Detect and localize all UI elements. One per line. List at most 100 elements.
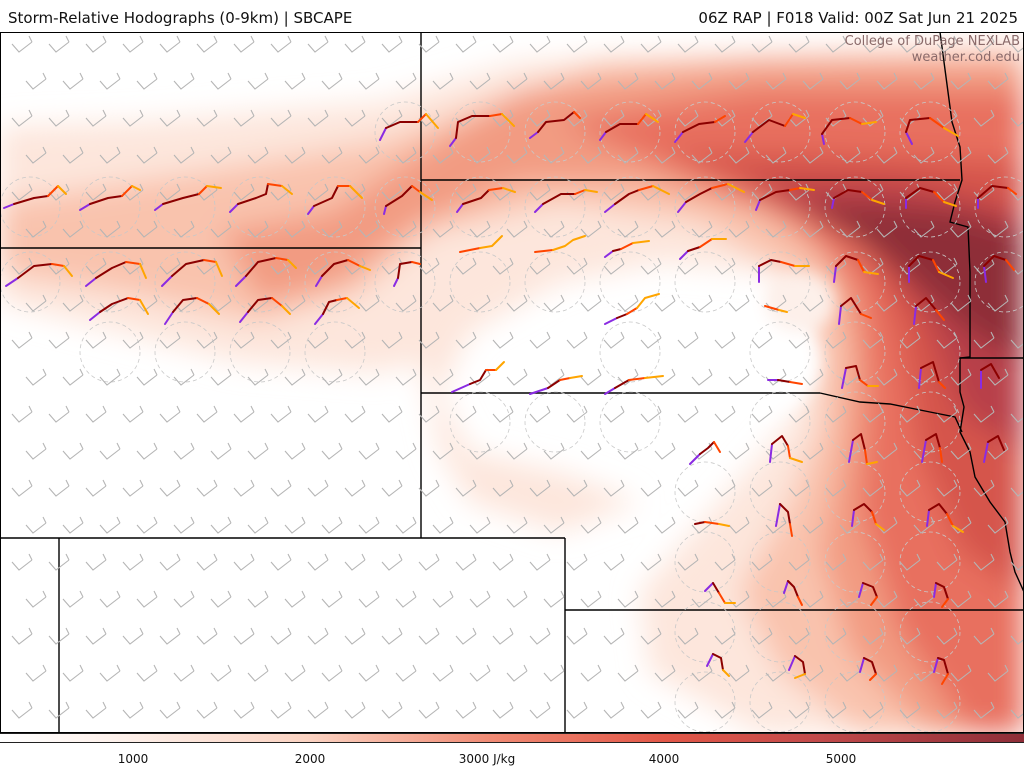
wind-barb	[173, 590, 195, 608]
wind-barb	[136, 368, 158, 386]
wind-barb	[899, 479, 921, 497]
wind-barb	[381, 479, 403, 497]
wind-barb	[48, 405, 70, 423]
wind-barb	[1010, 339, 1024, 349]
wind-barb	[196, 35, 218, 53]
wind-barb	[566, 627, 588, 645]
wind-barb	[566, 331, 588, 349]
wind-barb	[455, 479, 477, 497]
wind-barb	[196, 405, 218, 423]
wind-barb	[321, 72, 343, 90]
wind-barb	[233, 627, 255, 645]
wind-barb	[543, 664, 565, 682]
wind-barb	[566, 35, 588, 53]
wind-barb	[691, 368, 713, 386]
wind-barb	[802, 368, 824, 386]
wind-barb	[344, 183, 366, 201]
wind-barb	[11, 479, 33, 497]
wind-barb	[617, 294, 639, 312]
wind-barb	[25, 442, 47, 460]
wind-barb	[603, 553, 625, 571]
colorbar-label-4000: 4000	[648, 752, 680, 766]
wind-barb	[825, 35, 847, 53]
wind-barb	[529, 479, 551, 497]
wind-barb	[159, 701, 181, 719]
wind-barb	[677, 257, 699, 275]
wind-barb	[825, 701, 847, 719]
wind-barb	[973, 627, 995, 645]
wind-barb	[728, 368, 750, 386]
wind-barb	[233, 183, 255, 201]
wind-barb	[381, 35, 403, 53]
wind-barb	[677, 701, 699, 719]
wind-barb	[802, 146, 824, 164]
wind-barb	[973, 109, 995, 127]
wind-barb	[728, 442, 750, 460]
wind-barb	[159, 35, 181, 53]
wind-barb	[344, 627, 366, 645]
wind-barb	[714, 553, 736, 571]
wind-barb	[973, 35, 995, 53]
wind-barb	[714, 627, 736, 645]
wind-barb	[173, 146, 195, 164]
wind-barb	[580, 146, 602, 164]
wind-barb	[899, 701, 921, 719]
wind-barb	[196, 627, 218, 645]
wind-barb	[654, 146, 676, 164]
wind-barb	[247, 146, 269, 164]
wind-barb	[728, 220, 750, 238]
wind-barb	[395, 146, 417, 164]
wind-barb	[122, 627, 144, 645]
wind-barb	[506, 664, 528, 682]
wind-barb	[432, 442, 454, 460]
wind-barb	[973, 331, 995, 349]
wind-barb	[543, 72, 565, 90]
wind-barb	[876, 590, 898, 608]
wind-barb	[210, 72, 232, 90]
wind-barb	[950, 664, 972, 682]
wind-barb	[395, 294, 417, 312]
wind-barb	[122, 405, 144, 423]
wind-barb	[492, 405, 514, 423]
wind-barb	[307, 109, 329, 127]
wind-barb	[765, 664, 787, 682]
wind-barb	[788, 405, 810, 423]
map-canvas[interactable]	[0, 32, 1024, 733]
wind-barb	[48, 331, 70, 349]
wind-barb	[506, 72, 528, 90]
wind-barb	[418, 553, 440, 571]
wind-barb	[913, 368, 935, 386]
wind-barb	[284, 516, 306, 534]
wind-barb	[358, 294, 380, 312]
wind-barb	[876, 220, 898, 238]
wind-barb	[788, 479, 810, 497]
wind-barb	[270, 627, 292, 645]
wind-barb	[654, 590, 676, 608]
wind-barb	[862, 701, 884, 719]
wind-barb	[136, 590, 158, 608]
wind-barb	[62, 146, 84, 164]
wind-barb	[654, 664, 676, 682]
wind-barb	[913, 146, 935, 164]
wind-barb	[62, 664, 84, 682]
wind-barb	[728, 516, 750, 534]
wind-barb	[122, 479, 144, 497]
wind-barb	[506, 516, 528, 534]
wind-barb	[25, 294, 47, 312]
wind-barb	[987, 294, 1009, 312]
wind-barb	[987, 72, 1009, 90]
wind-barb	[936, 331, 958, 349]
wind-barb	[395, 442, 417, 460]
wind-barb	[950, 368, 972, 386]
wind-barb	[344, 405, 366, 423]
wind-barb	[284, 442, 306, 460]
map-title: Storm-Relative Hodographs (0-9km) | SBCA…	[8, 9, 353, 27]
wind-barb	[99, 442, 121, 460]
wind-barb	[99, 664, 121, 682]
colorbar-label-3000: 3000 J/kg	[458, 752, 516, 766]
wind-barb	[936, 109, 958, 127]
wind-barb	[321, 590, 343, 608]
wind-barb	[358, 368, 380, 386]
wind-barb	[654, 220, 676, 238]
wind-barb	[307, 331, 329, 349]
